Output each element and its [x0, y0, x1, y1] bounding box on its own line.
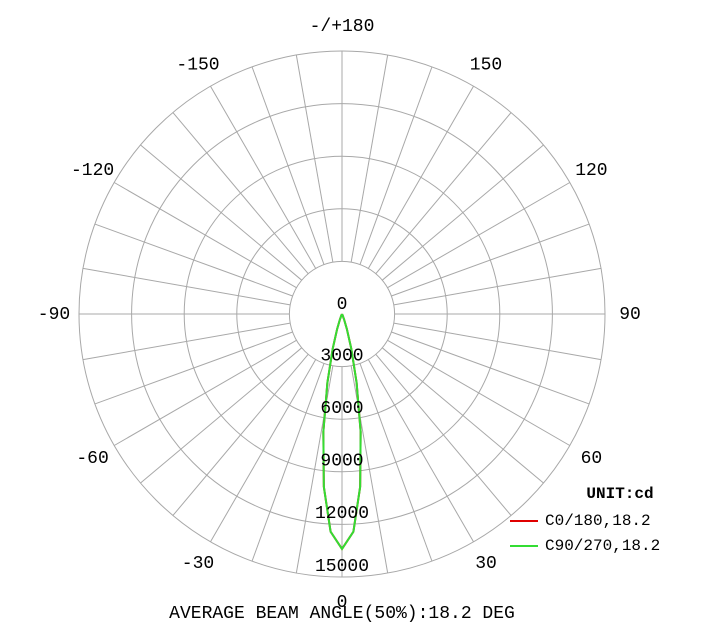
theta-tick-label: -60 [76, 449, 108, 469]
subtitle: AVERAGE BEAM ANGLE(50%):18.2 DEG [169, 604, 515, 624]
r-tick-label: 12000 [315, 504, 369, 524]
grid-spoke [140, 347, 303, 484]
grid-spoke [210, 85, 317, 269]
grid-spoke [387, 339, 571, 446]
grid-spoke [113, 182, 297, 289]
grid-spoke [381, 144, 544, 281]
grid-spoke [391, 331, 590, 405]
curves [322, 313, 362, 551]
grid-spoke [393, 267, 602, 306]
r-tick-label: 15000 [315, 557, 369, 577]
r-tick-label: 9000 [320, 452, 363, 472]
grid-spoke [251, 66, 325, 265]
grid-spoke [94, 331, 293, 405]
theta-tick-label: 30 [475, 554, 497, 574]
grid [78, 50, 606, 578]
theta-tick-label: 60 [581, 449, 603, 469]
grid-spoke [359, 363, 433, 562]
grid-spoke [172, 353, 309, 516]
r-tick-label: 3000 [320, 346, 363, 366]
intensity-curve [322, 313, 362, 551]
theta-tick-label: -90 [38, 305, 70, 325]
r-tick-label: 0 [337, 295, 348, 315]
grid-spoke [113, 339, 297, 446]
grid-spoke [350, 54, 389, 263]
theta-tick-label: -/+180 [310, 17, 375, 37]
labels: 0 3000 6000 9000 12000 15000 0 30 60 90 120 150 -/+1… [38, 17, 660, 613]
grid-spoke [393, 322, 602, 361]
theta-tick-label: 90 [619, 305, 641, 325]
theta-tick-label: -150 [176, 55, 219, 75]
grid-spoke [391, 223, 590, 297]
theta-tick-label: 150 [470, 55, 502, 75]
theta-tick-label: 0 [337, 593, 348, 613]
grid-spoke [82, 267, 291, 306]
grid-spoke [367, 359, 474, 543]
grid-spoke [375, 353, 512, 516]
unit-label: UNIT:cd [586, 485, 653, 503]
grid-spoke [367, 85, 474, 269]
grid-spoke [210, 359, 317, 543]
grid-spoke [387, 182, 571, 289]
legend-label: C90/270,18.2 [545, 537, 660, 555]
grid-spoke [295, 54, 334, 263]
grid-spoke [82, 322, 291, 361]
r-tick-label: 6000 [320, 399, 363, 419]
grid-spoke [359, 66, 433, 265]
grid-spoke [140, 144, 303, 281]
theta-tick-label: 120 [575, 161, 607, 181]
grid-spoke [381, 347, 544, 484]
grid-spoke [251, 363, 325, 562]
legend-label: C0/180,18.2 [545, 512, 651, 530]
grid-spoke [375, 112, 512, 275]
theta-tick-label: -120 [71, 161, 114, 181]
theta-tick-label: -30 [182, 554, 214, 574]
grid-spoke [94, 223, 293, 297]
grid-spoke [172, 112, 309, 275]
